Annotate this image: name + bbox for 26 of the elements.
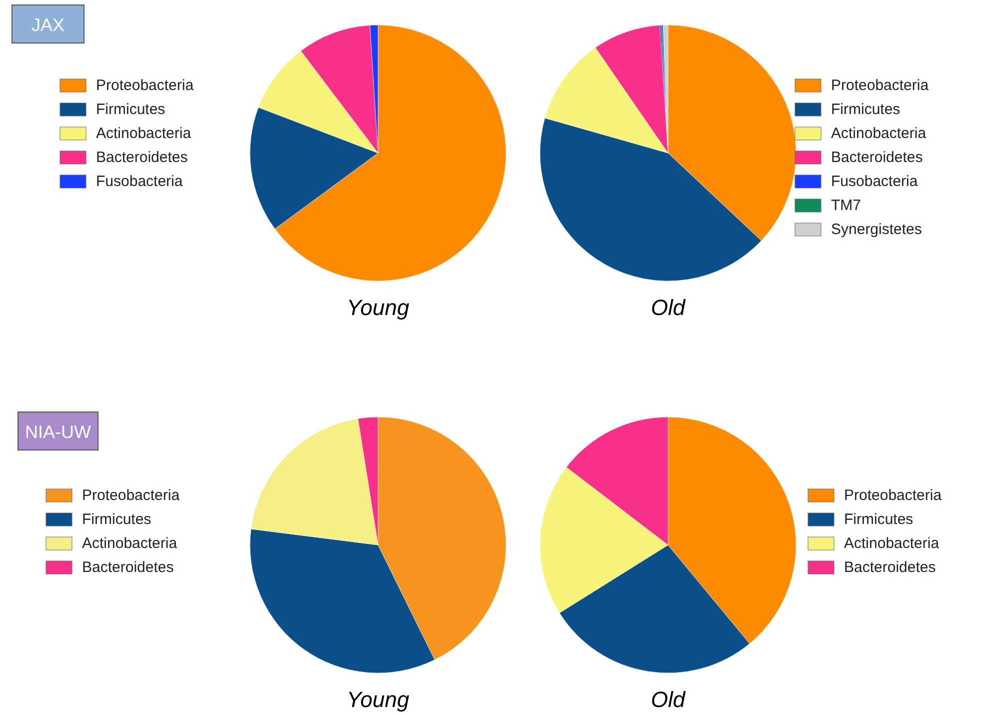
legend-label: Actinobacteria [844,535,940,552]
legend-label: Actinobacteria [831,125,927,142]
legend-label: Firmicutes [96,101,166,118]
text: NIA-UW [25,422,91,442]
legend-label: Proteobacteria [844,487,942,504]
text: Old [650,295,686,320]
text: Young [346,295,410,320]
legend-label: Bacteroidetes [844,559,936,576]
legend-label: Bacteroidetes [831,149,923,166]
text: JAX [31,15,65,35]
text: Old [650,687,686,712]
legend-label: Synergistetes [831,221,922,238]
legend-label: Proteobacteria [82,487,180,504]
legend-label: Firmicutes [844,511,914,528]
legend-label: Bacteroidetes [82,559,174,576]
legend-label: Proteobacteria [96,77,194,94]
legend-label: Firmicutes [82,511,152,528]
legend-label: Actinobacteria [96,125,192,142]
legend-label: Fusobacteria [831,173,918,190]
legend-label: Firmicutes [831,101,900,118]
legend-label: Fusobacteria [96,173,184,190]
legend-label: Proteobacteria [831,77,930,94]
legend-label: TM7 [831,197,861,214]
legend-label: Bacteroidetes [96,149,188,166]
text: Young [346,687,410,712]
legend-label: Actinobacteria [82,535,178,552]
